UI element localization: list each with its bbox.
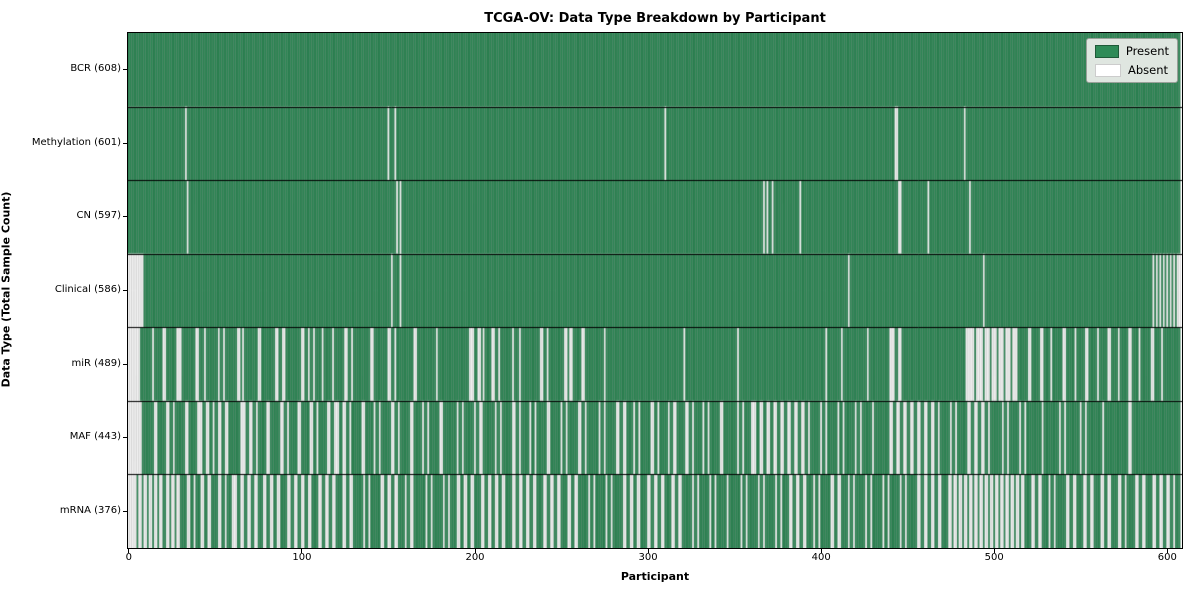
y-tick-label-bcr: BCR (608) [70,63,121,75]
x-tick-mark [128,549,130,553]
y-tick-label-mrna: mRNA (376) [59,504,121,516]
x-tick-mark [820,549,822,553]
legend-item-present: Present [1095,44,1169,58]
y-tick-label-mir: miR (489) [71,357,121,369]
x-tick-mark [301,549,303,553]
legend-present-swatch [1095,44,1119,58]
y-tick-mark [123,363,127,365]
legend-absent-swatch [1095,63,1121,77]
plot-area [127,32,1183,549]
x-tick-label-300: 300 [638,552,658,563]
x-tick-label-100: 100 [292,552,312,563]
x-tick-label-0: 0 [125,552,133,563]
chart-title: TCGA-OV: Data Type Breakdown by Particip… [484,11,826,26]
x-tick-label-500: 500 [984,552,1004,563]
x-tick-label-200: 200 [465,552,485,563]
y-tick-label-maf: MAF (443) [69,431,121,443]
x-tick-mark [647,549,649,553]
y-tick-mark [123,142,127,144]
legend: Present Absent [1086,38,1178,83]
y-tick-mark [123,69,127,71]
legend-present-label: Present [1125,44,1169,58]
x-tick-mark [993,549,995,553]
x-tick-mark [1166,549,1168,553]
heatmap-canvas [128,33,1182,548]
y-tick-mark [123,290,127,291]
x-tick-label-600: 600 [1157,552,1177,563]
y-tick-mark [123,437,127,439]
legend-item-absent: Absent [1095,63,1169,77]
x-tick-label-400: 400 [811,552,831,563]
x-axis-label: Participant [620,570,690,583]
y-tick-label-cn: CN (597) [76,210,121,222]
y-tick-label-clinical: Clinical (586) [54,284,121,295]
y-tick-mark [123,510,127,512]
legend-absent-label: Absent [1128,63,1169,77]
y-tick-mark [123,216,127,218]
x-tick-mark [474,549,476,553]
y-tick-label-methylation: Methylation (601) [31,136,121,148]
